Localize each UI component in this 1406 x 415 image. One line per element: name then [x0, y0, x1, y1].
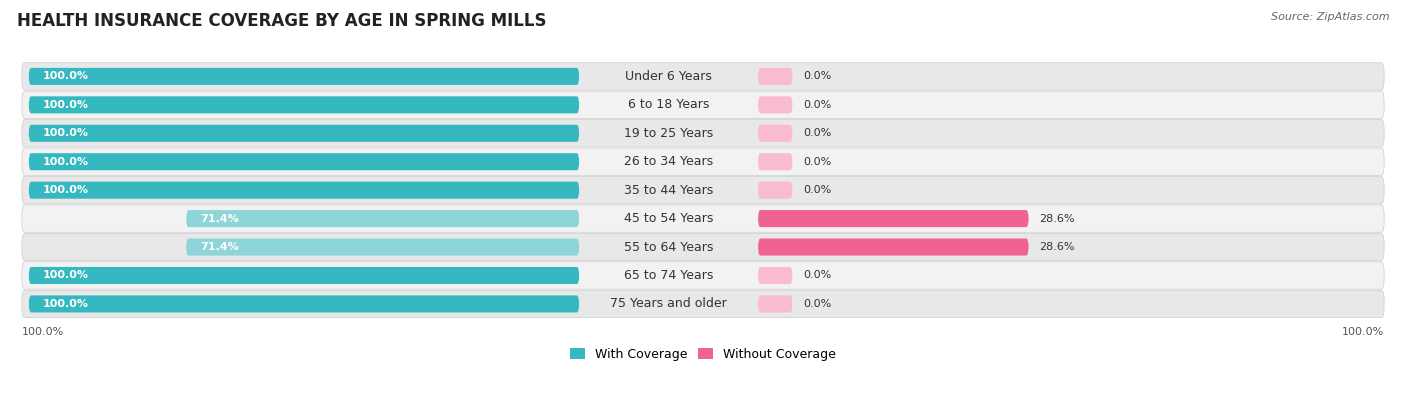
FancyBboxPatch shape	[758, 267, 793, 284]
FancyBboxPatch shape	[186, 239, 579, 256]
Text: 100.0%: 100.0%	[42, 100, 89, 110]
FancyBboxPatch shape	[22, 262, 1384, 289]
Text: 100.0%: 100.0%	[42, 299, 89, 309]
FancyBboxPatch shape	[758, 182, 793, 199]
FancyBboxPatch shape	[22, 148, 1384, 176]
FancyBboxPatch shape	[22, 63, 1384, 90]
FancyBboxPatch shape	[22, 91, 1384, 119]
FancyBboxPatch shape	[186, 210, 579, 227]
FancyBboxPatch shape	[758, 153, 793, 170]
FancyBboxPatch shape	[758, 96, 793, 113]
Text: 35 to 44 Years: 35 to 44 Years	[624, 184, 713, 197]
Text: 100.0%: 100.0%	[42, 128, 89, 138]
Text: 19 to 25 Years: 19 to 25 Years	[624, 127, 713, 140]
FancyBboxPatch shape	[28, 267, 579, 284]
FancyBboxPatch shape	[758, 295, 793, 312]
FancyBboxPatch shape	[22, 205, 1384, 232]
Text: 28.6%: 28.6%	[1039, 214, 1074, 224]
FancyBboxPatch shape	[22, 176, 1384, 204]
Text: 65 to 74 Years: 65 to 74 Years	[624, 269, 713, 282]
Text: Under 6 Years: Under 6 Years	[626, 70, 711, 83]
Text: 0.0%: 0.0%	[803, 185, 831, 195]
Text: 0.0%: 0.0%	[803, 299, 831, 309]
Text: 45 to 54 Years: 45 to 54 Years	[624, 212, 713, 225]
Text: 0.0%: 0.0%	[803, 157, 831, 167]
Text: 71.4%: 71.4%	[200, 242, 239, 252]
FancyBboxPatch shape	[22, 120, 1384, 147]
FancyBboxPatch shape	[758, 210, 1029, 227]
Text: 0.0%: 0.0%	[803, 100, 831, 110]
Text: 55 to 64 Years: 55 to 64 Years	[624, 241, 713, 254]
Text: 0.0%: 0.0%	[803, 71, 831, 81]
Text: 100.0%: 100.0%	[42, 185, 89, 195]
Text: 75 Years and older: 75 Years and older	[610, 298, 727, 310]
FancyBboxPatch shape	[28, 96, 579, 113]
Text: 6 to 18 Years: 6 to 18 Years	[628, 98, 709, 111]
Text: 100.0%: 100.0%	[42, 71, 89, 81]
FancyBboxPatch shape	[22, 290, 1384, 317]
Text: 26 to 34 Years: 26 to 34 Years	[624, 155, 713, 168]
FancyBboxPatch shape	[28, 153, 579, 170]
FancyBboxPatch shape	[22, 233, 1384, 261]
Text: 0.0%: 0.0%	[803, 128, 831, 138]
Legend: With Coverage, Without Coverage: With Coverage, Without Coverage	[565, 343, 841, 366]
Text: 0.0%: 0.0%	[803, 271, 831, 281]
FancyBboxPatch shape	[758, 125, 793, 142]
FancyBboxPatch shape	[28, 68, 579, 85]
Text: HEALTH INSURANCE COVERAGE BY AGE IN SPRING MILLS: HEALTH INSURANCE COVERAGE BY AGE IN SPRI…	[17, 12, 547, 30]
Text: Source: ZipAtlas.com: Source: ZipAtlas.com	[1271, 12, 1389, 22]
FancyBboxPatch shape	[28, 295, 579, 312]
Text: 71.4%: 71.4%	[200, 214, 239, 224]
Text: 100.0%: 100.0%	[42, 157, 89, 167]
FancyBboxPatch shape	[28, 182, 579, 199]
FancyBboxPatch shape	[28, 125, 579, 142]
FancyBboxPatch shape	[758, 239, 1029, 256]
Text: 100.0%: 100.0%	[42, 271, 89, 281]
Text: 100.0%: 100.0%	[22, 327, 65, 337]
Text: 28.6%: 28.6%	[1039, 242, 1074, 252]
FancyBboxPatch shape	[758, 68, 793, 85]
Text: 100.0%: 100.0%	[1341, 327, 1384, 337]
